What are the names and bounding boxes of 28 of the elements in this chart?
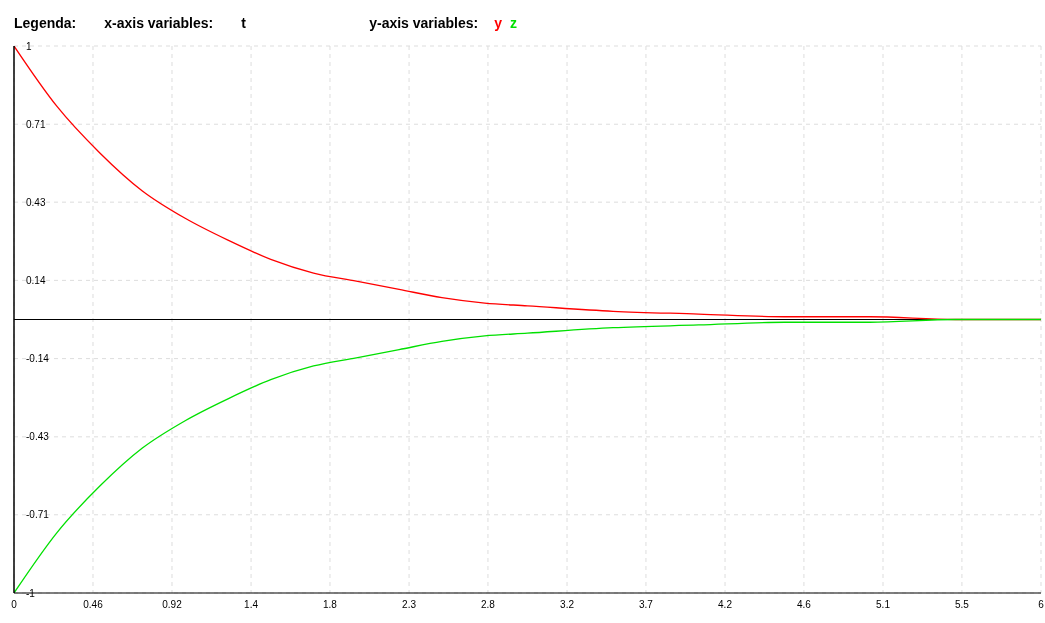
text: x-axis variables:	[104, 15, 214, 31]
x-tick-label: 2.8	[481, 599, 496, 611]
x-tick-label: 4.6	[796, 599, 812, 611]
x-tick-label: 4.2	[718, 599, 733, 611]
x-tick-label: 1.8	[323, 599, 338, 611]
x-tick-label: 2.3	[402, 599, 417, 611]
y-tick-label: 1	[26, 40, 32, 52]
text: z	[509, 15, 517, 31]
x-axis-title: t	[241, 15, 247, 31]
legend-title: y-axis variables:	[369, 15, 479, 31]
y-tick-label: 0.14	[26, 274, 46, 286]
y-tick-label: -1	[26, 587, 36, 599]
x-tick-label: 3.2	[560, 599, 575, 611]
x-tick-label: 5.1	[876, 599, 891, 611]
text: y	[494, 15, 502, 31]
y-tick-label: -0.14	[26, 353, 50, 365]
x-tick-label: 0.46	[83, 599, 104, 611]
chart-title: Legenda:	[14, 15, 77, 31]
y-tick-label: 0.71	[26, 118, 46, 130]
x-tick-label: 0.92	[162, 599, 183, 611]
x-tick-label: 5.5	[954, 599, 970, 611]
y-tick-label: -0.43	[26, 431, 50, 443]
x-tick-label: 0	[11, 599, 18, 611]
x-tick-label: 3.7	[638, 599, 654, 611]
x-tick-label: 1.4	[244, 599, 259, 611]
y-tick-label: 0.43	[26, 196, 46, 208]
y-tick-label: -0.71	[26, 509, 50, 521]
x-tick-label: 6	[1038, 599, 1045, 611]
